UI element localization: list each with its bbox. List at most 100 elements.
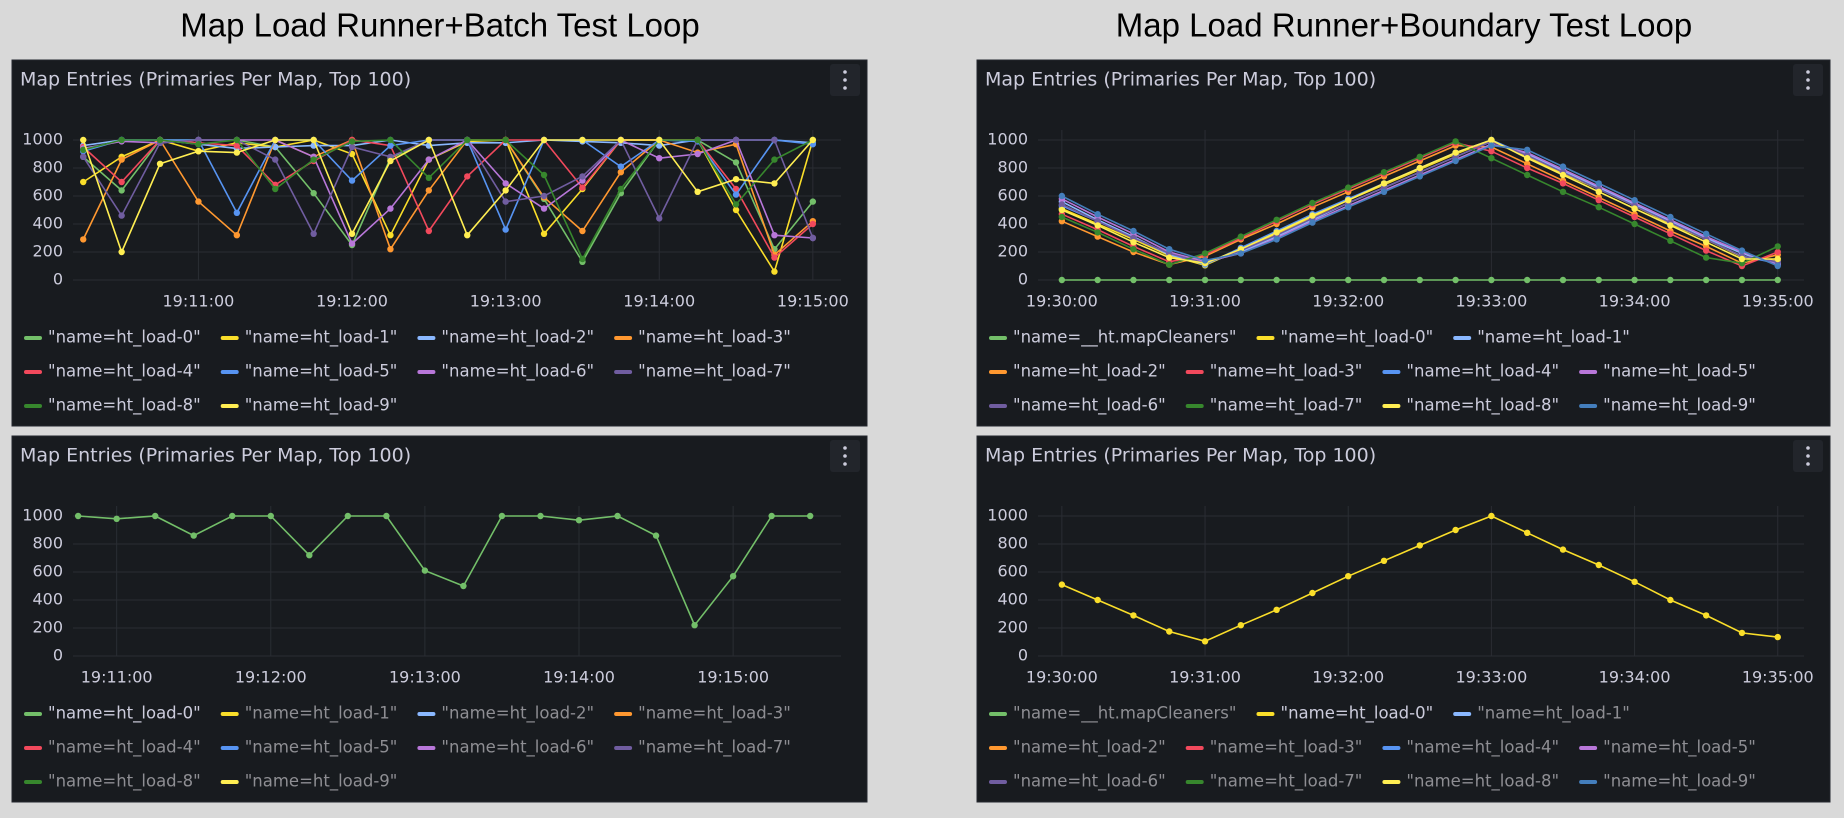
legend-item[interactable]: "name=ht_load-7" <box>614 362 791 382</box>
legend-item[interactable]: "name=ht_load-8" <box>24 772 201 792</box>
data-point <box>1058 276 1066 284</box>
legend-item[interactable]: "name=ht_load-0" <box>24 328 201 348</box>
data-point <box>267 512 274 520</box>
legend-item[interactable]: "name=ht_load-4" <box>24 362 201 382</box>
legend-item[interactable]: "name=ht_load-4" <box>1382 738 1559 758</box>
data-point <box>1201 250 1209 257</box>
data-point <box>1631 213 1638 221</box>
legend-item[interactable]: "name=ht_load-2" <box>417 328 594 348</box>
panel: Map Entries (Primaries Per Map, Top 100)… <box>11 435 868 803</box>
data-point <box>1380 188 1388 195</box>
data-point <box>1667 222 1674 229</box>
legend-label: "name=ht_load-8" <box>1406 772 1559 792</box>
legend-item[interactable]: "name=ht_load-7" <box>1185 396 1363 416</box>
legend-item[interactable]: "name=ht_load-0" <box>1256 328 1433 348</box>
legend-item[interactable]: "name=ht_load-6" <box>417 738 594 758</box>
data-point <box>1345 197 1352 204</box>
data-point <box>502 226 509 233</box>
legend-item[interactable]: "name=ht_load-5" <box>220 362 398 382</box>
data-point <box>1416 164 1424 172</box>
x-tick-label: 19:13:00 <box>470 292 542 311</box>
legend-item[interactable]: "name=ht_load-7" <box>614 738 791 758</box>
legend-item[interactable]: "name=ht_load-1" <box>220 704 398 724</box>
y-tick-label: 1000 <box>987 506 1028 525</box>
data-point <box>156 160 164 167</box>
legend-item[interactable]: "name=ht_load-8" <box>1382 396 1559 416</box>
data-point <box>1523 155 1531 162</box>
legend-item[interactable]: "name=ht_load-5" <box>1579 738 1756 758</box>
legend-item[interactable]: "name=ht_load-3" <box>1185 362 1363 382</box>
legend-item[interactable]: "name=ht_load-4" <box>24 738 201 758</box>
legend-item[interactable]: "name=ht_load-9" <box>1579 396 1756 416</box>
data-point <box>1166 276 1173 284</box>
data-point <box>579 227 586 235</box>
x-tick-label: 19:11:00 <box>81 668 153 687</box>
legend-item[interactable]: "name=ht_load-3" <box>1185 738 1363 758</box>
data-point <box>1488 155 1495 162</box>
legend-item[interactable]: "name=ht_load-5" <box>1579 362 1756 382</box>
legend-label: "name=ht_load-3" <box>638 328 791 348</box>
legend-item[interactable]: "name=ht_load-6" <box>989 772 1166 792</box>
data-point <box>118 187 125 194</box>
data-point <box>694 150 701 158</box>
data-point <box>421 567 429 574</box>
data-point <box>732 191 740 198</box>
data-point <box>1201 638 1209 645</box>
data-point <box>195 141 202 148</box>
legend-label: "name=ht_load-4" <box>48 362 201 382</box>
panel-menu-button[interactable] <box>830 64 860 96</box>
data-point <box>1345 573 1352 580</box>
data-point <box>1094 276 1101 284</box>
legend-item[interactable]: "name=__ht.mapCleaners" <box>989 328 1236 348</box>
legend-label: "name=ht_load-6" <box>441 362 594 382</box>
data-point <box>464 232 471 239</box>
legend-item[interactable]: "name=ht_load-6" <box>989 396 1166 416</box>
data-point <box>1237 276 1245 284</box>
panel-menu-button[interactable] <box>830 440 860 472</box>
data-point <box>1237 622 1245 629</box>
legend-item[interactable]: "name=ht_load-1" <box>220 328 398 348</box>
legend-item[interactable]: "name=ht_load-1" <box>1453 704 1630 724</box>
legend-item[interactable]: "name=ht_load-0" <box>1256 704 1433 724</box>
data-point <box>1166 254 1173 261</box>
legend-item[interactable]: "name=__ht.mapCleaners" <box>989 704 1236 724</box>
legend-item[interactable]: "name=ht_load-3" <box>614 704 791 724</box>
legend-item[interactable]: "name=ht_load-3" <box>614 328 791 348</box>
legend-item[interactable]: "name=ht_load-2" <box>989 362 1166 382</box>
legend-label: "name=ht_load-0" <box>48 704 201 724</box>
data-point <box>387 232 394 239</box>
data-point <box>540 171 548 179</box>
panel-menu-button[interactable] <box>1793 440 1823 472</box>
y-tick-label: 800 <box>32 158 63 177</box>
data-point <box>617 136 625 144</box>
legend-item[interactable]: "name=ht_load-6" <box>417 362 594 382</box>
legend-item[interactable]: "name=ht_load-1" <box>1453 328 1630 348</box>
legend-item[interactable]: "name=ht_load-0" <box>24 704 201 724</box>
panel-menu-button[interactable] <box>1793 64 1823 96</box>
legend-item[interactable]: "name=ht_load-4" <box>1382 362 1559 382</box>
legend-label: "name=__ht.mapCleaners" <box>1013 328 1236 348</box>
data-point <box>1667 237 1674 244</box>
legend-item[interactable]: "name=ht_load-5" <box>220 738 398 758</box>
series-line <box>82 138 814 239</box>
data-point <box>540 230 548 237</box>
data-point <box>1738 247 1746 254</box>
legend-item[interactable]: "name=ht_load-8" <box>1382 772 1559 792</box>
data-point <box>344 512 352 520</box>
data-point <box>1166 628 1173 635</box>
legend-item[interactable]: "name=ht_load-7" <box>1185 772 1363 792</box>
legend-item[interactable]: "name=ht_load-9" <box>220 396 398 416</box>
x-tick-label: 19:31:00 <box>1169 292 1241 311</box>
legend-item[interactable]: "name=ht_load-9" <box>220 772 398 792</box>
data-point <box>1130 227 1137 235</box>
legend-item[interactable]: "name=ht_load-8" <box>24 396 201 416</box>
y-tick-label: 800 <box>32 534 63 553</box>
legend-label: "name=ht_load-1" <box>245 328 398 348</box>
data-point <box>1774 255 1781 263</box>
legend-item[interactable]: "name=ht_load-9" <box>1579 772 1756 792</box>
data-point <box>1631 276 1638 284</box>
legend-item[interactable]: "name=ht_load-2" <box>417 704 594 724</box>
legend-item[interactable]: "name=ht_load-2" <box>989 738 1166 758</box>
menu-dot <box>843 78 847 82</box>
data-point <box>1702 239 1710 246</box>
